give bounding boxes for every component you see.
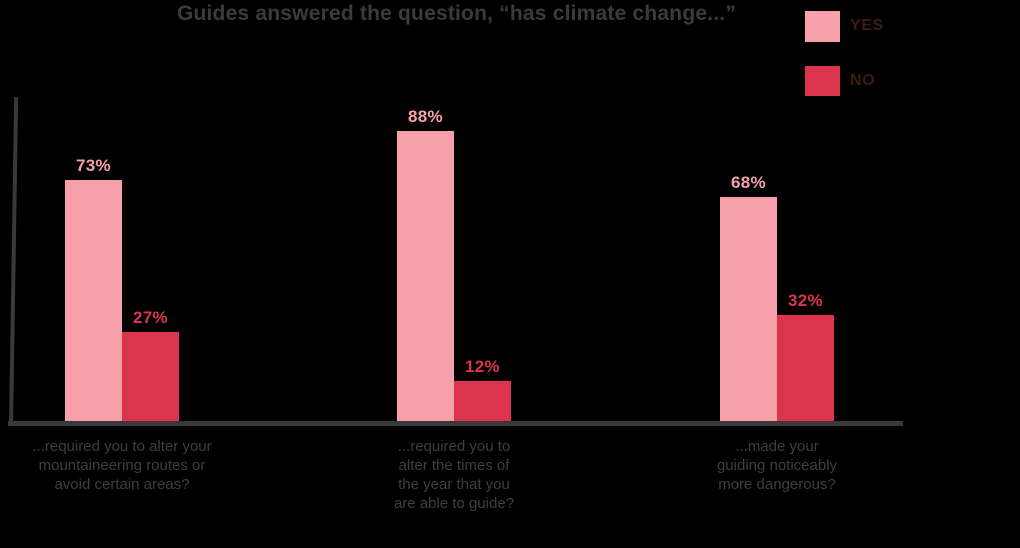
y-axis-line [9, 97, 19, 427]
bar-no [777, 315, 834, 421]
value-label-no: 12% [465, 357, 500, 376]
bar-yes [65, 180, 122, 421]
value-label-yes: 68% [731, 173, 766, 192]
legend-swatch-no [805, 66, 840, 96]
bar-no [454, 381, 511, 421]
category-label: ...made your guiding noticeably more dan… [716, 438, 838, 493]
legend-swatch-yes [805, 11, 840, 42]
legend-label-no: NO [850, 72, 876, 89]
value-label-no: 27% [133, 308, 168, 327]
value-label-yes: 88% [408, 107, 443, 126]
x-axis-line [8, 421, 903, 426]
bar-yes [720, 197, 777, 421]
category-label: ...required you to alter the times of th… [393, 438, 515, 512]
chart-title: Guides answered the question, “has clima… [176, 2, 737, 25]
bar-no [122, 332, 179, 421]
category-label: ...required you to alter your mountainee… [32, 438, 212, 493]
value-label-no: 32% [788, 291, 823, 310]
legend: YES NO [0, 0, 1020, 110]
bar-yes [397, 131, 454, 421]
legend-label-yes: YES [850, 17, 884, 34]
value-label-yes: 73% [76, 156, 111, 175]
